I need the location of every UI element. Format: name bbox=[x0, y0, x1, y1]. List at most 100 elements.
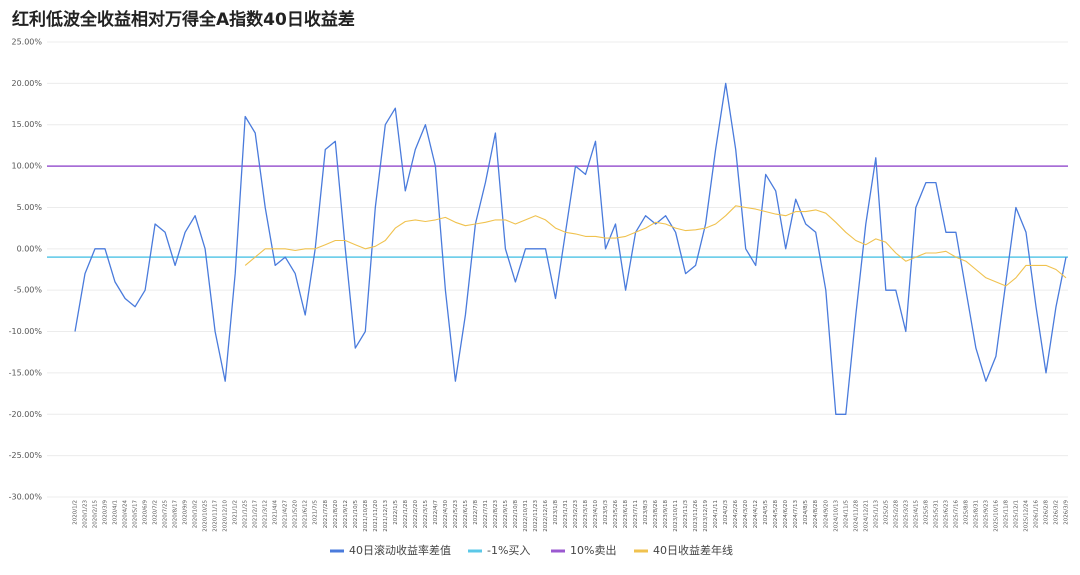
y-tick-label: -10.00% bbox=[9, 327, 43, 336]
x-tick-label: 2025/8/8 bbox=[963, 500, 969, 525]
x-tick-label: 2022/10/8 bbox=[513, 500, 519, 529]
x-tick-label: 2021/4/27 bbox=[283, 500, 289, 529]
x-tick-label: 2026/3/2 bbox=[1053, 500, 1059, 525]
x-tick-label: 2023/6/18 bbox=[623, 500, 629, 529]
x-tick-label: 2021/12/13 bbox=[383, 500, 389, 532]
x-tick-label: 2022/4/7 bbox=[433, 500, 439, 525]
x-tick-label: 2023/1/8 bbox=[553, 500, 559, 525]
x-tick-label: 2021/7/28 bbox=[323, 500, 329, 529]
y-tick-label: 15.00% bbox=[11, 120, 42, 129]
x-tick-label: 2021/5/20 bbox=[293, 500, 299, 529]
x-tick-label: 2025/12/1 bbox=[1013, 500, 1019, 528]
x-tick-label: 2021/11/20 bbox=[373, 500, 379, 532]
legend-label: 40日滚动收益率差值 bbox=[349, 543, 451, 557]
y-tick-label: 20.00% bbox=[11, 79, 42, 88]
x-tick-label: 2020/11/17 bbox=[213, 500, 219, 532]
x-tick-label: 2023/5/26 bbox=[613, 500, 619, 529]
x-tick-label: 2025/1/13 bbox=[873, 500, 879, 529]
x-tick-label: 2022/3/15 bbox=[423, 500, 429, 529]
x-tick-label: 2024/10/13 bbox=[833, 500, 839, 532]
x-tick-label: 2020/1/23 bbox=[83, 500, 89, 529]
x-tick-label: 2024/4/12 bbox=[753, 500, 759, 528]
chart-title: 红利低波全收益相对万得全A指数40日收益差 bbox=[12, 9, 355, 30]
x-tick-label: 2022/9/15 bbox=[503, 500, 509, 529]
x-tick-label: 2025/12/24 bbox=[1023, 500, 1029, 532]
x-tick-label: 2024/8/5 bbox=[803, 500, 809, 525]
y-tick-label: -20.00% bbox=[9, 410, 43, 419]
y-tick-label: 25.00% bbox=[11, 38, 42, 47]
x-tick-label: 2020/12/10 bbox=[223, 500, 229, 532]
x-tick-label: 2023/11/26 bbox=[693, 500, 699, 532]
x-tick-label: 2022/7/31 bbox=[483, 500, 489, 528]
x-tick-label: 2024/2/3 bbox=[723, 500, 729, 525]
x-tick-label: 2021/4/4 bbox=[273, 500, 279, 525]
x-tick-label: 2026/1/16 bbox=[1033, 500, 1039, 529]
x-tick-label: 2021/8/20 bbox=[333, 500, 339, 529]
x-tick-label: 2023/3/18 bbox=[583, 500, 589, 529]
x-tick-label: 2022/11/23 bbox=[533, 500, 539, 532]
x-tick-label: 2023/4/10 bbox=[593, 500, 599, 529]
x-tick-label: 2024/2/26 bbox=[733, 500, 739, 529]
x-tick-label: 2020/10/2 bbox=[193, 500, 199, 528]
x-tick-label: 2023/5/3 bbox=[603, 500, 609, 525]
x-tick-label: 2020/5/17 bbox=[133, 500, 139, 529]
x-tick-label: 2023/1/31 bbox=[563, 500, 569, 528]
x-tick-label: 2024/6/20 bbox=[783, 500, 789, 529]
x-tick-label: 2022/7/8 bbox=[473, 500, 479, 525]
x-tick-label: 2025/8/31 bbox=[973, 500, 979, 528]
x-tick-label: 2020/4/24 bbox=[123, 500, 129, 529]
series-line bbox=[244, 205, 1067, 287]
x-tick-label: 2021/3/12 bbox=[263, 500, 269, 528]
x-tick-label: 2025/11/8 bbox=[1003, 500, 1009, 529]
x-tick-label: 2020/8/17 bbox=[173, 500, 179, 529]
x-tick-label: 2024/11/28 bbox=[853, 500, 859, 532]
y-tick-label: 10.00% bbox=[11, 162, 42, 171]
x-tick-label: 2021/1/2 bbox=[233, 500, 239, 525]
x-tick-label: 2022/10/31 bbox=[523, 500, 529, 532]
x-tick-label: 2023/9/18 bbox=[663, 500, 669, 529]
x-tick-label: 2025/7/16 bbox=[953, 500, 959, 529]
legend-swatch bbox=[468, 549, 482, 553]
y-tick-label: 5.00% bbox=[17, 203, 43, 212]
x-tick-label: 2020/10/25 bbox=[203, 500, 209, 532]
x-tick-label: 2023/8/26 bbox=[653, 500, 659, 529]
x-tick-label: 2023/2/23 bbox=[573, 500, 579, 529]
y-tick-label: 0.00% bbox=[17, 244, 43, 253]
x-tick-label: 2022/1/28 bbox=[403, 500, 409, 529]
x-tick-label: 2023/11/3 bbox=[683, 500, 689, 529]
x-tick-label: 2025/5/31 bbox=[933, 500, 939, 528]
x-tick-label: 2020/3/9 bbox=[103, 500, 109, 525]
legend-swatch bbox=[551, 549, 565, 553]
x-tick-label: 2022/8/23 bbox=[493, 500, 499, 529]
x-tick-label: 2025/2/5 bbox=[883, 500, 889, 525]
x-tick-label: 2024/11/5 bbox=[843, 500, 849, 529]
x-tick-label: 2024/5/28 bbox=[773, 500, 779, 529]
x-tick-label: 2021/9/12 bbox=[343, 500, 349, 528]
legend-label: -1%买入 bbox=[487, 544, 530, 557]
x-tick-label: 2021/1/25 bbox=[243, 500, 249, 529]
x-tick-label: 2020/2/15 bbox=[93, 500, 99, 529]
x-tick-label: 2021/10/28 bbox=[363, 500, 369, 532]
x-tick-label: 2024/8/28 bbox=[813, 500, 819, 529]
x-tick-label: 2023/12/19 bbox=[703, 500, 709, 532]
x-tick-label: 2020/6/9 bbox=[143, 500, 149, 525]
x-tick-label: 2020/1/2 bbox=[73, 500, 79, 525]
x-tick-label: 2020/4/1 bbox=[113, 500, 119, 525]
x-tick-label: 2024/7/13 bbox=[793, 500, 799, 529]
x-tick-label: 2024/1/11 bbox=[713, 500, 719, 528]
x-tick-label: 2025/3/23 bbox=[903, 500, 909, 529]
x-tick-label: 2023/7/11 bbox=[633, 500, 639, 528]
series-line bbox=[74, 82, 1067, 415]
x-tick-label: 2026/2/8 bbox=[1043, 500, 1049, 525]
legend-label: 40日收益差年线 bbox=[653, 543, 733, 557]
y-tick-label: -30.00% bbox=[9, 493, 43, 502]
x-tick-label: 2025/5/8 bbox=[923, 500, 929, 525]
x-tick-label: 2025/4/15 bbox=[913, 500, 919, 529]
x-tick-label: 2026/3/9 bbox=[1064, 500, 1070, 525]
x-tick-label: 2025/10/16 bbox=[993, 500, 999, 532]
x-tick-label: 2024/5/5 bbox=[763, 500, 769, 525]
x-tick-label: 2020/7/25 bbox=[163, 500, 169, 529]
x-tick-label: 2022/2/20 bbox=[413, 500, 419, 529]
x-tick-label: 2020/9/9 bbox=[183, 500, 189, 525]
